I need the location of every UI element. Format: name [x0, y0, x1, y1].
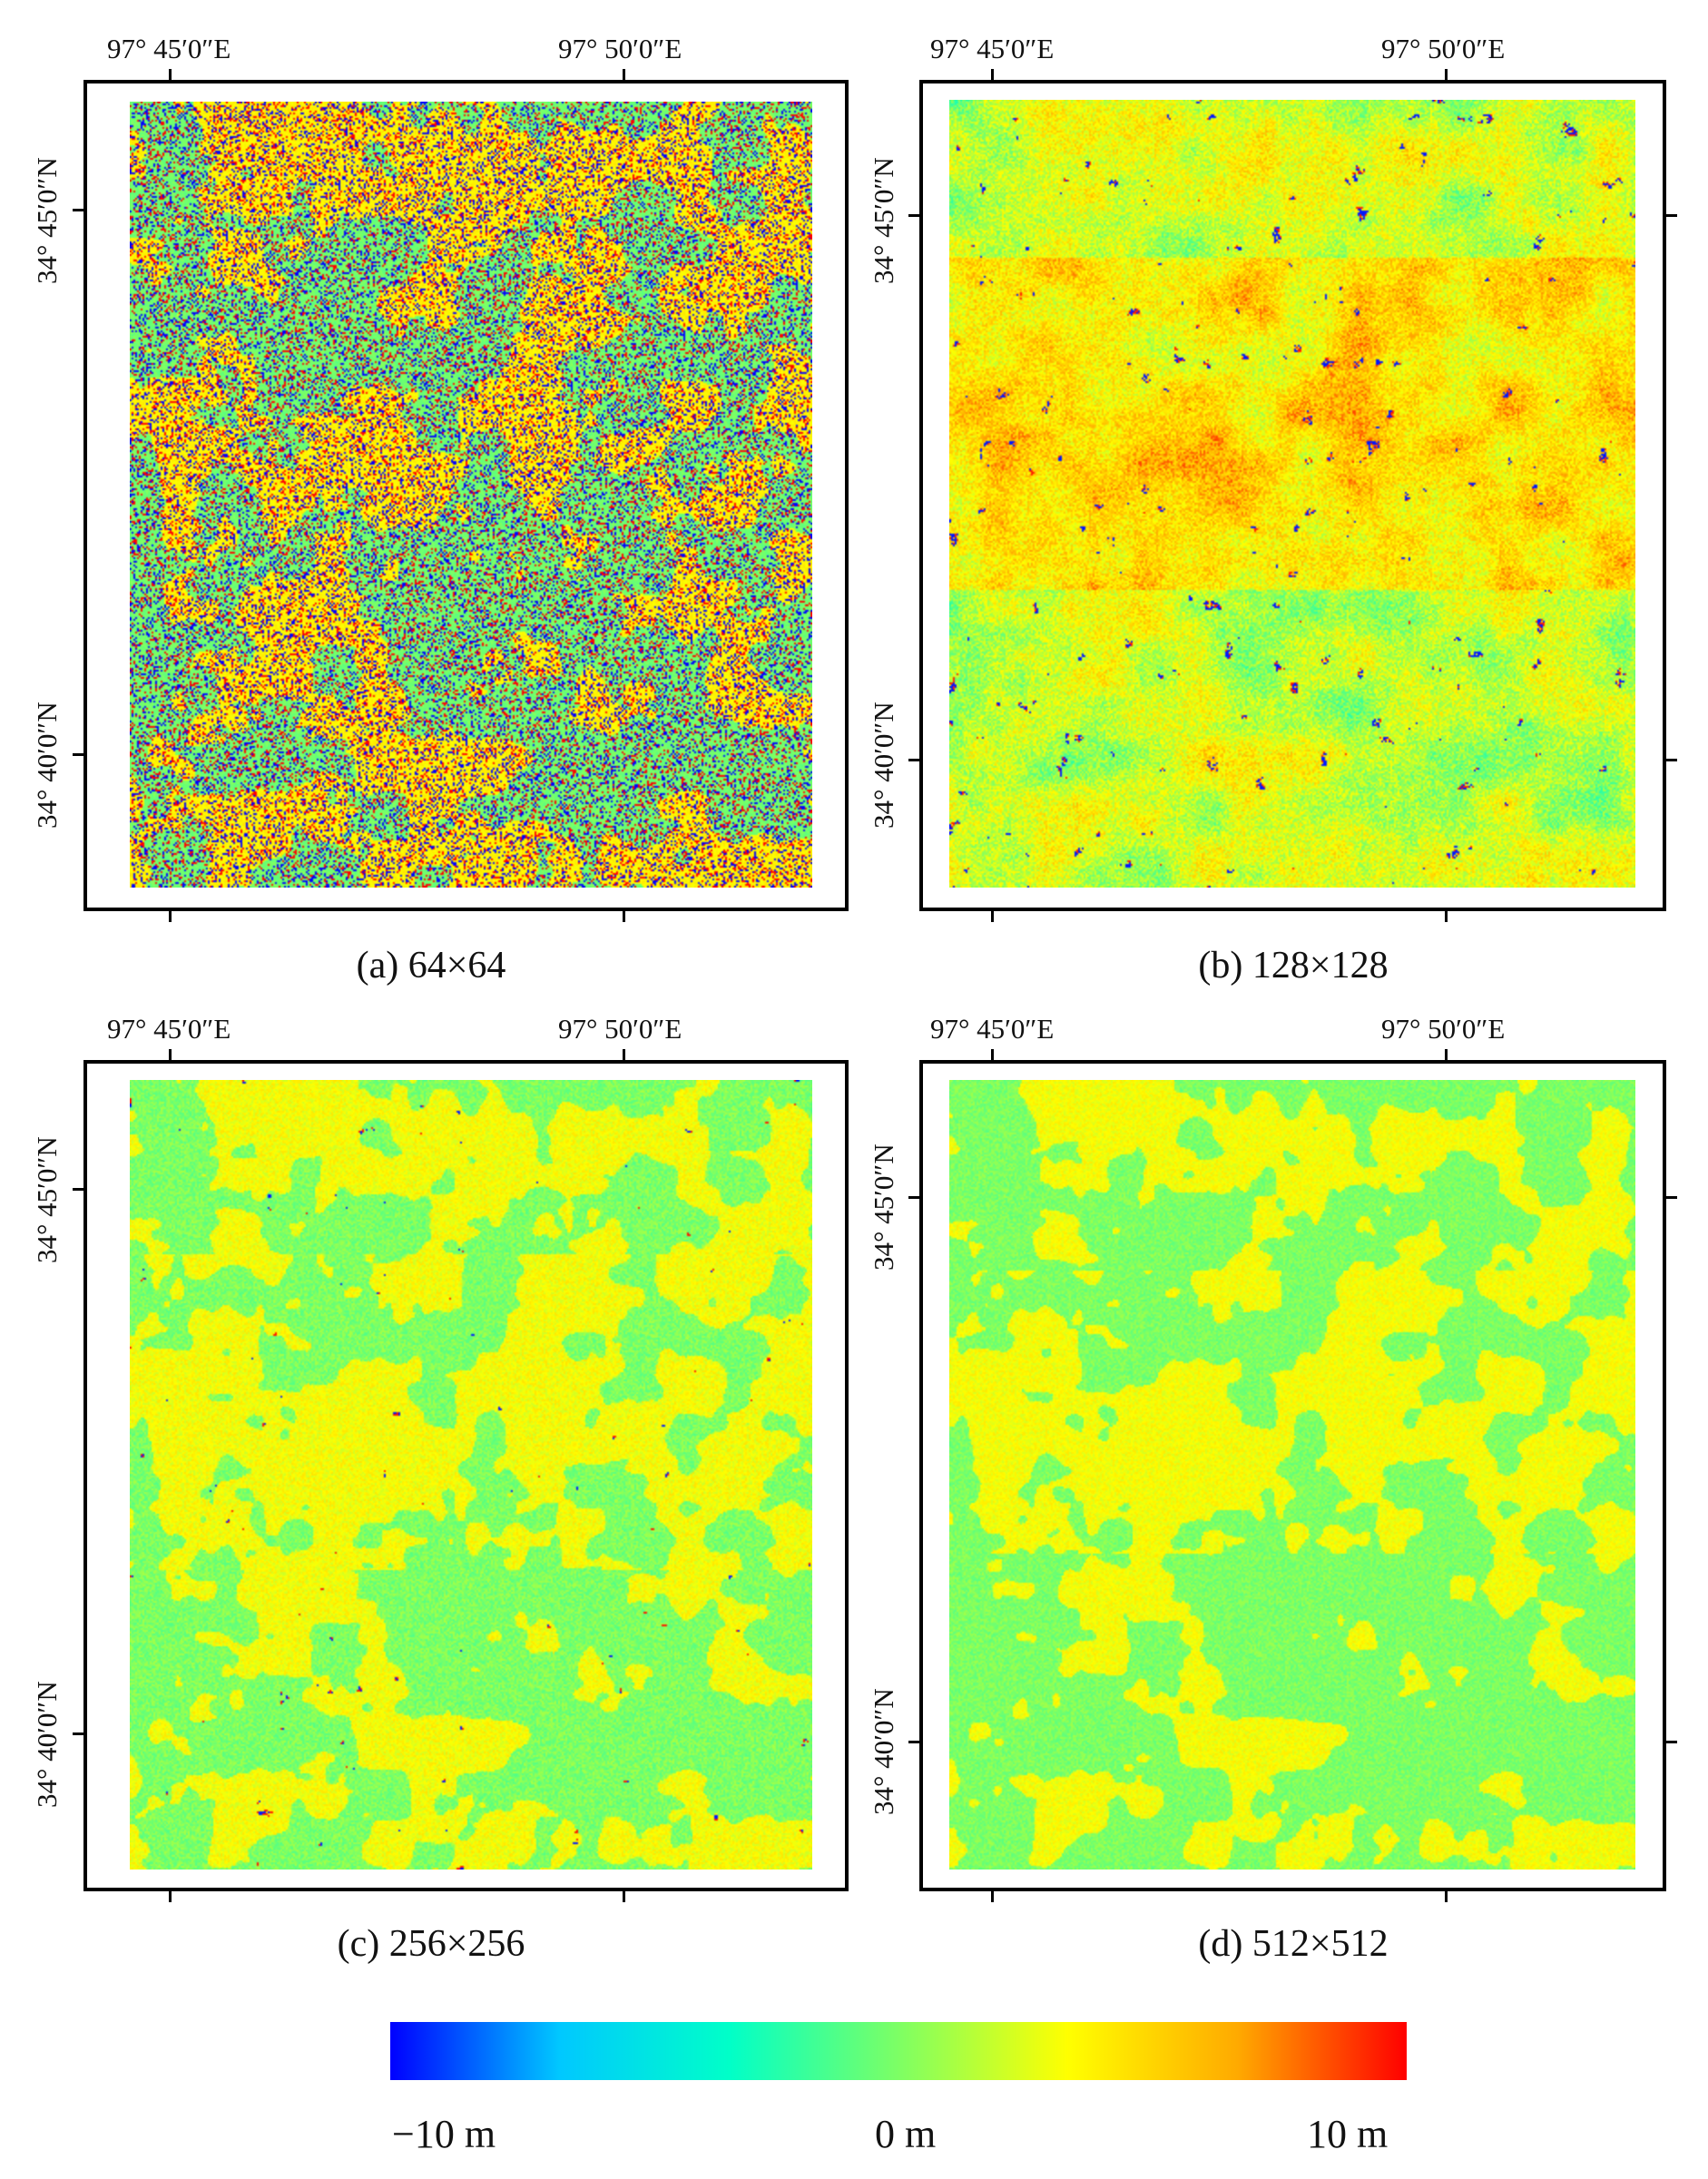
tick-left-1-c [73, 1188, 85, 1191]
lon-label-2-a: 97° 50′0″E [558, 33, 682, 64]
caption-a: (a) 64×64 [356, 945, 506, 986]
tick-right-1-b [1664, 214, 1677, 217]
tick-left-1-b [908, 214, 921, 217]
lat-label-1-c: 34° 45′0″N [31, 1136, 63, 1263]
colorbar-mid-label: 0 m [875, 2112, 937, 2156]
caption-b: (b) 128×128 [1198, 945, 1389, 986]
lon-label-2-b: 97° 50′0″E [1381, 33, 1506, 64]
tick-top-1-a [169, 69, 172, 82]
lat-label-2-d: 34° 40′0″N [868, 1688, 899, 1815]
map-raster-d [949, 1080, 1635, 1870]
lon-label-1-d: 97° 45′0″E [930, 1013, 1055, 1045]
tick-bottom-2-b [1445, 909, 1448, 922]
caption-d: (d) 512×512 [1198, 1923, 1389, 1965]
tick-bottom-1-a [169, 909, 172, 922]
lat-label-1-a: 34° 45′0″N [31, 157, 63, 284]
caption-c: (c) 256×256 [337, 1923, 525, 1965]
tick-left-2-c [73, 1732, 85, 1735]
lat-label-2-b: 34° 40′0″N [868, 702, 899, 829]
lat-label-2-a: 34° 40′0″N [31, 702, 63, 829]
tick-top-1-c [169, 1049, 172, 1062]
tick-left-2-d [908, 1741, 921, 1743]
tick-bottom-2-d [1445, 1889, 1448, 1902]
tick-top-2-b [1445, 69, 1448, 82]
tick-bottom-1-b [991, 909, 994, 922]
lon-label-2-c: 97° 50′0″E [558, 1013, 682, 1045]
tick-bottom-1-d [991, 1889, 994, 1902]
tick-top-1-d [991, 1049, 994, 1062]
tick-left-2-a [73, 753, 85, 756]
lat-label-1-d: 34° 45′0″N [868, 1143, 899, 1271]
tick-top-1-b [991, 69, 994, 82]
map-raster-b [949, 100, 1635, 888]
lon-label-2-d: 97° 50′0″E [1381, 1013, 1506, 1045]
lat-label-1-b: 34° 45′0″N [868, 157, 899, 284]
colorbar [390, 2022, 1407, 2080]
tick-left-1-d [908, 1196, 921, 1199]
tick-left-1-a [73, 209, 85, 211]
lat-label-2-c: 34° 40′0″N [31, 1681, 63, 1808]
lon-label-1-a: 97° 45′0″E [107, 33, 231, 64]
tick-right-1-d [1664, 1196, 1677, 1199]
map-raster-c [130, 1080, 812, 1870]
tick-left-2-b [908, 759, 921, 761]
colorbar-max-label: 10 m [1307, 2112, 1389, 2156]
tick-bottom-2-a [623, 909, 625, 922]
map-raster-a [130, 102, 812, 888]
tick-top-2-c [623, 1049, 625, 1062]
tick-right-2-b [1664, 759, 1677, 761]
tick-top-2-a [623, 69, 625, 82]
colorbar-min-label: −10 m [392, 2112, 496, 2156]
lon-label-1-c: 97° 45′0″E [107, 1013, 231, 1045]
tick-right-2-d [1664, 1741, 1677, 1743]
tick-bottom-1-c [169, 1889, 172, 1902]
tick-bottom-2-c [623, 1889, 625, 1902]
lon-label-1-b: 97° 45′0″E [930, 33, 1055, 64]
tick-top-2-d [1445, 1049, 1448, 1062]
